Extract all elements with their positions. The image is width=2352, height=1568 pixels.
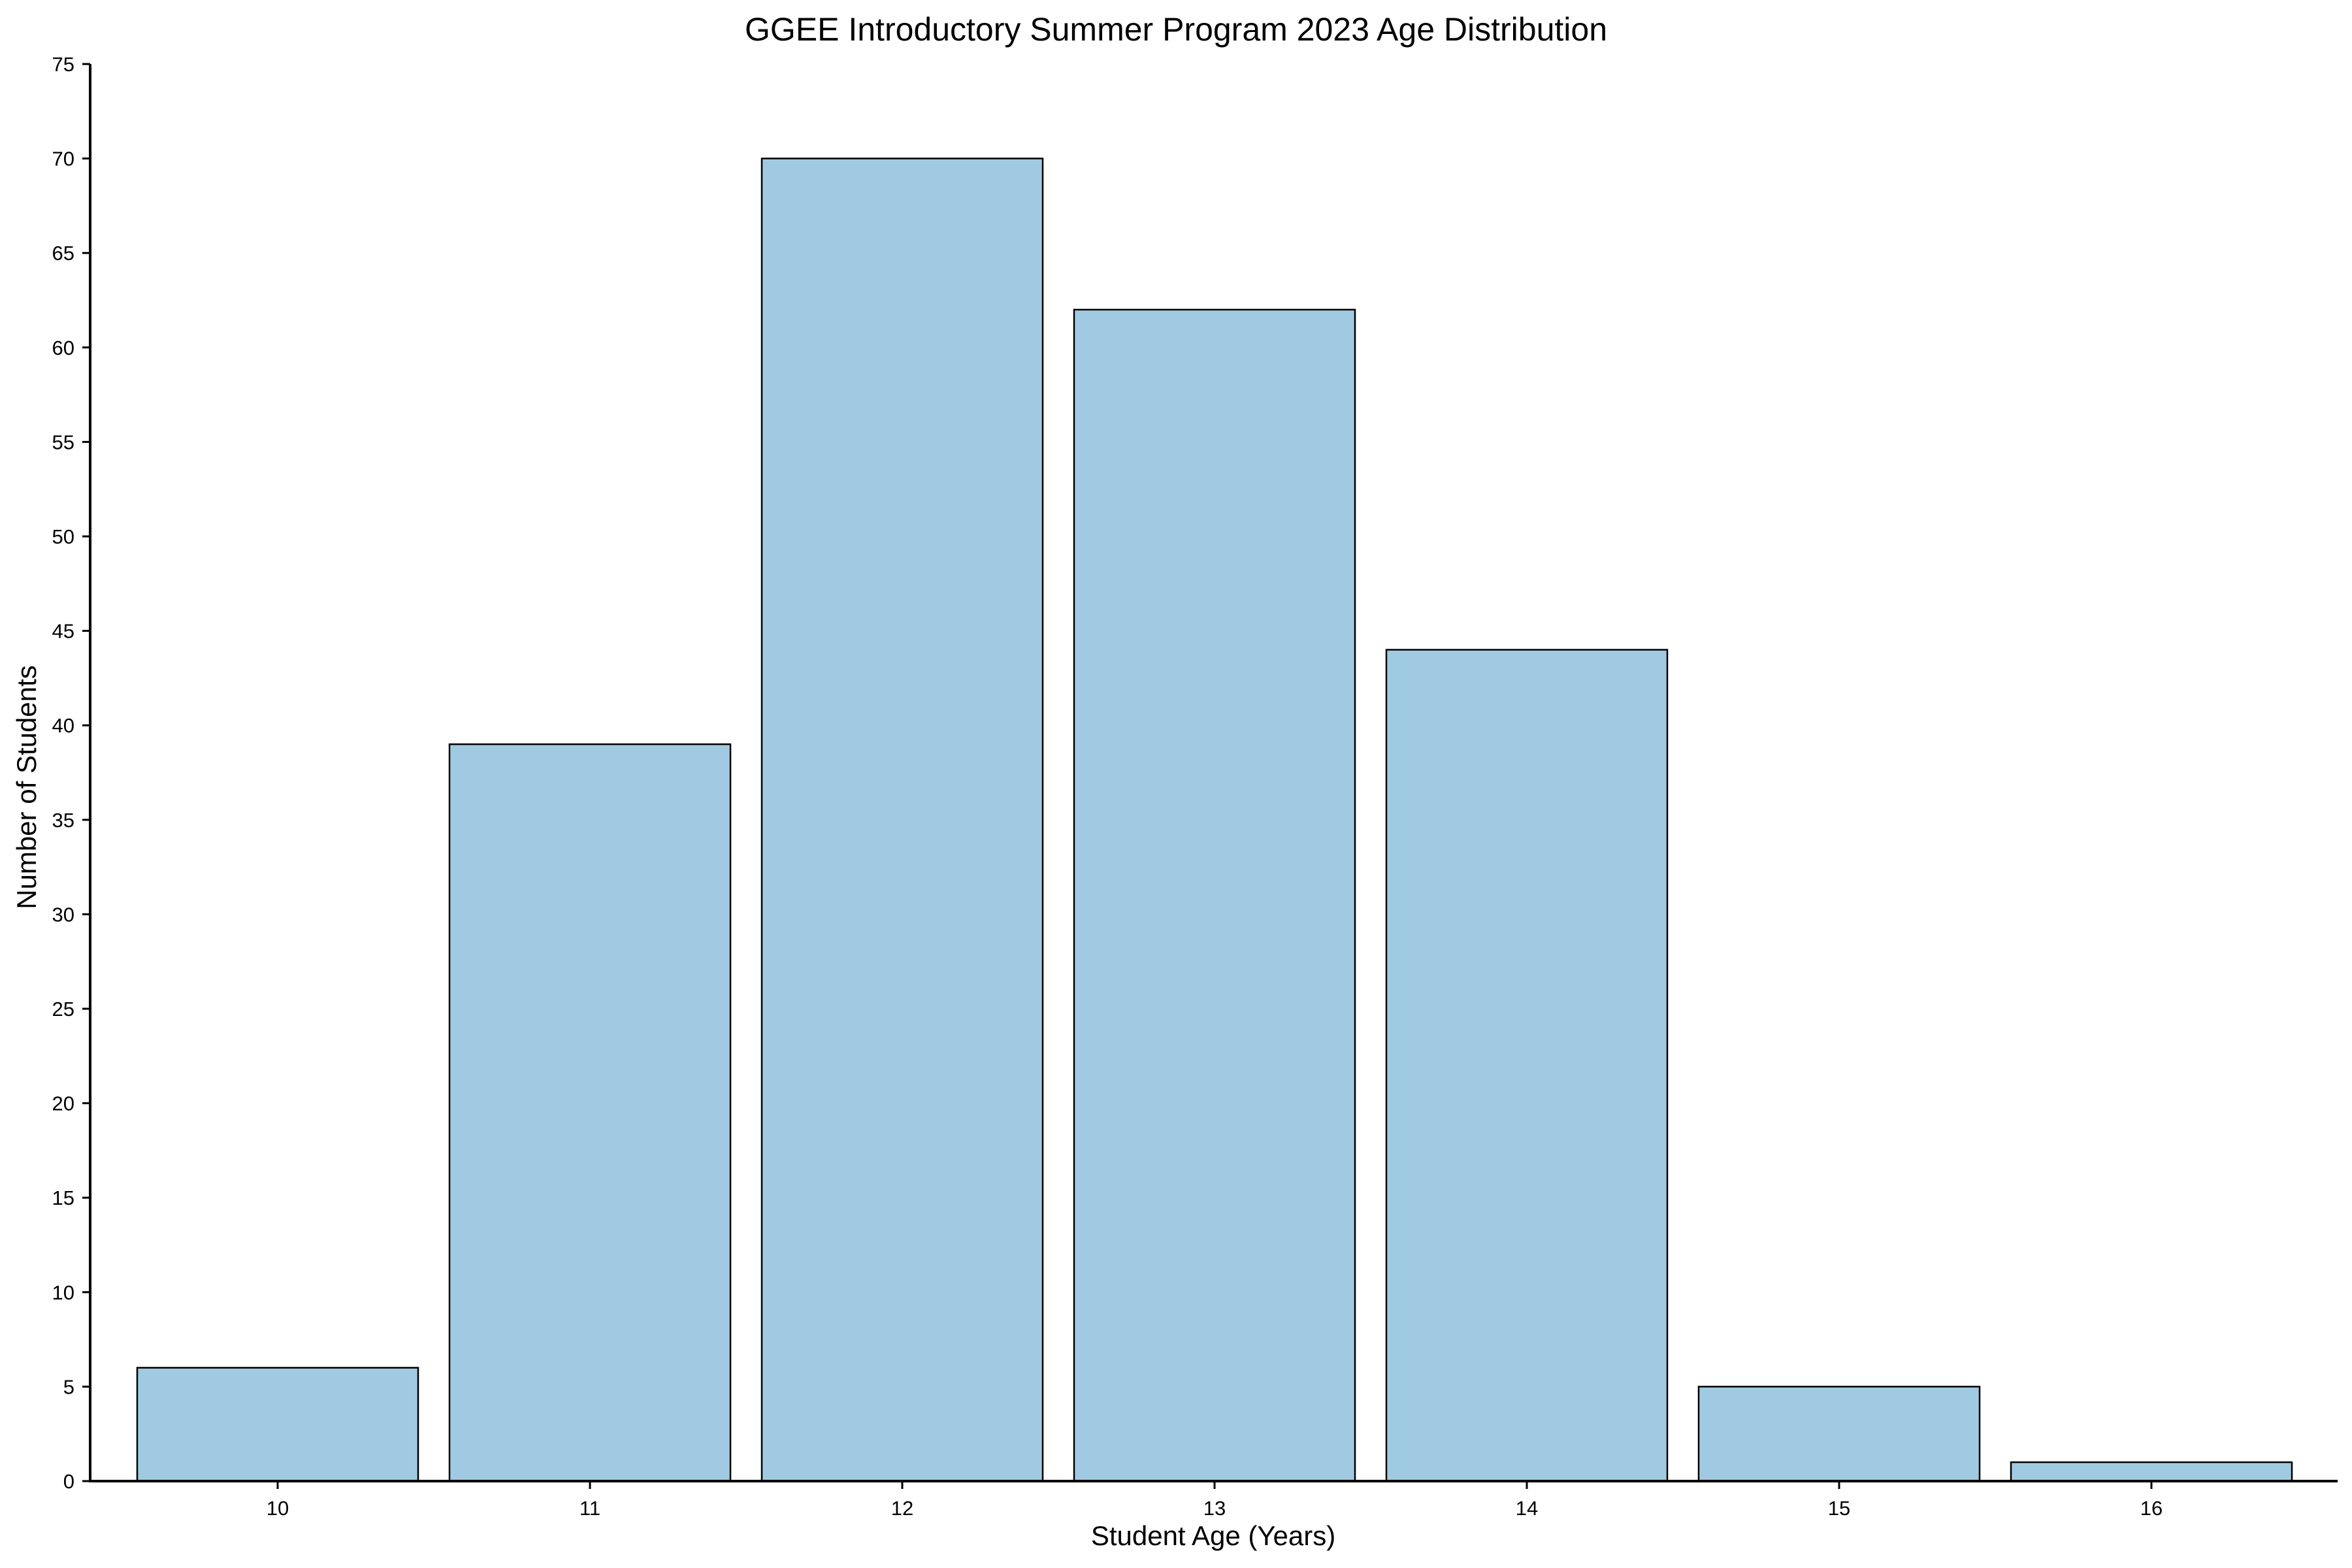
x-tick-label: 13 [1203, 1497, 1226, 1520]
y-tick-label: 75 [52, 53, 74, 76]
y-tick-label: 50 [52, 525, 74, 548]
bar-age-10 [136, 1367, 419, 1482]
bars-group [136, 157, 2293, 1482]
y-tick-label: 10 [52, 1281, 74, 1304]
y-tick-label: 20 [52, 1092, 74, 1115]
x-tick-label: 14 [1516, 1497, 1538, 1520]
chart-title: GGEE Introductory Summer Program 2023 Ag… [745, 11, 1607, 48]
bar-age-12 [760, 157, 1044, 1482]
x-tick-label: 15 [1828, 1497, 1850, 1520]
y-tick-label: 0 [63, 1470, 74, 1493]
y-tick-label: 25 [52, 998, 74, 1021]
y-tick-label: 35 [52, 809, 74, 832]
x-axis-label: Student Age (Years) [1091, 1520, 1335, 1551]
y-tick-label: 70 [52, 148, 74, 171]
y-tick-label: 45 [52, 620, 74, 643]
bar-age-16 [2010, 1461, 2293, 1482]
bar-age-14 [1385, 649, 1669, 1482]
y-axis-label: Number of Students [11, 665, 42, 909]
y-tick-label: 55 [52, 431, 74, 453]
y-tick-label: 30 [52, 903, 74, 926]
x-tick-label: 16 [2140, 1497, 2163, 1520]
y-tick-label: 60 [52, 336, 74, 359]
x-tick-label: 11 [580, 1497, 600, 1520]
y-tick-label: 40 [52, 714, 74, 737]
x-tick-label: 12 [891, 1497, 913, 1520]
x-tick-label: 10 [267, 1497, 289, 1520]
x-axis-ticks: 10 11 12 13 14 15 16 [267, 1481, 2163, 1520]
y-tick-label: 65 [52, 242, 74, 265]
y-tick-label: 5 [63, 1375, 74, 1398]
y-tick-label: 15 [52, 1186, 74, 1209]
bar-age-15 [1697, 1386, 1981, 1482]
y-axis-ticks: 0 5 10 15 20 25 30 35 40 45 50 55 60 65 70 75 [52, 53, 90, 1493]
bar-age-13 [1073, 308, 1356, 1482]
bar-age-11 [448, 743, 732, 1482]
